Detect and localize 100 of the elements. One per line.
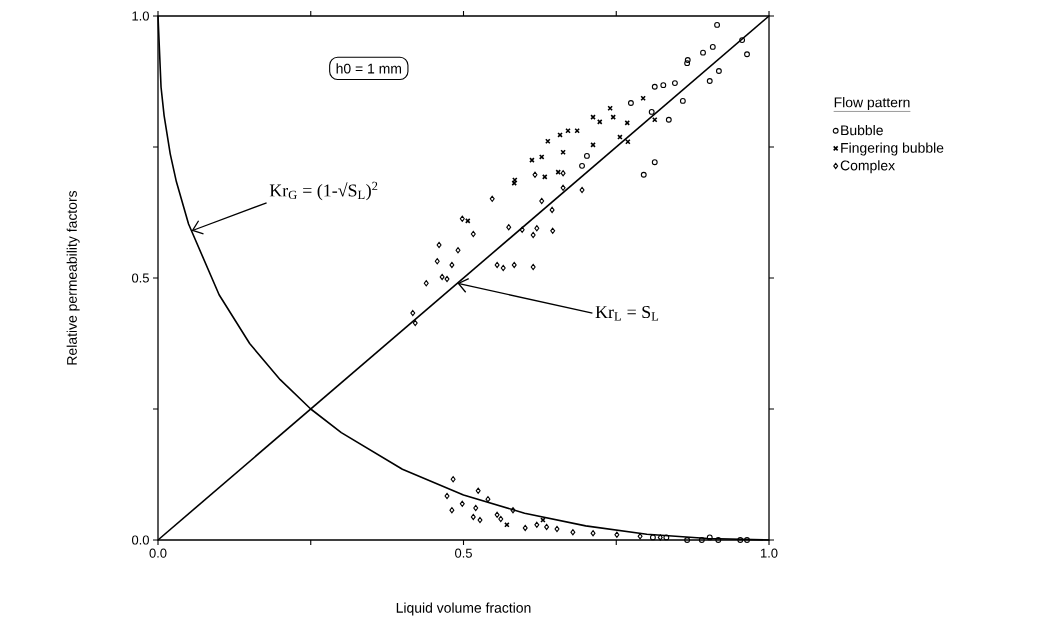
point [651,159,658,166]
point [473,504,479,512]
point [739,37,746,44]
point [579,186,585,194]
y-tick-label: 0.5 [131,273,149,283]
legend-label: Complex [840,160,895,174]
point [444,492,450,500]
point [610,114,616,120]
point [657,534,663,541]
point [698,537,705,543]
point [465,218,471,224]
point [744,537,750,543]
point [459,500,465,507]
point [640,171,647,178]
point [511,261,517,269]
point [671,80,678,87]
point [665,116,672,123]
point [550,227,556,234]
point [522,524,528,532]
point [590,114,596,120]
x-axis-title: Liquid volume fraction [396,602,531,616]
point [709,43,716,50]
point [434,258,440,265]
point [412,319,418,327]
point [489,195,495,203]
point [715,537,722,543]
point [555,169,561,175]
point [410,309,416,317]
point [485,495,491,503]
point [450,476,456,483]
point [560,184,566,192]
y-tick-label: 0.0 [131,535,149,545]
point [684,57,691,63]
point [684,537,691,543]
point [679,97,686,104]
point [570,529,576,536]
point [439,273,445,281]
point [684,60,691,67]
point [500,264,506,272]
y-axis-title: Relative permeability factors [66,190,80,365]
point [706,534,713,541]
point [475,487,481,494]
point [494,511,500,518]
point [627,100,634,106]
point [625,138,631,145]
point [449,506,455,514]
point [714,21,721,28]
point [590,142,596,148]
point [423,280,429,287]
point [744,51,750,58]
point [498,515,504,523]
annotation: Kr$_{G}$ = (1-√S$_{L}$)$^{2}$ [269,181,378,201]
point [607,105,613,111]
point [494,261,500,269]
point [444,275,450,283]
point [506,224,512,231]
point [560,170,566,177]
point [574,127,580,134]
point [583,152,590,159]
legend-label: Bubble [841,124,883,136]
y-tick-label: 1.0 [132,11,149,21]
point [470,513,476,521]
point [715,68,722,74]
point [554,525,560,533]
point [596,119,603,125]
x-tick-label: 0.5 [455,548,472,558]
point [651,83,658,90]
point [614,531,620,538]
point [449,261,455,269]
point [539,197,545,205]
point [530,231,536,239]
point [534,225,540,232]
point [532,171,538,178]
point [470,230,476,238]
point [504,522,510,528]
point [534,521,540,528]
point [455,247,461,254]
point [459,215,465,222]
legend-title: Flow pattern [834,97,910,111]
point [436,241,442,249]
point [549,206,555,214]
point [510,506,516,514]
point [542,174,548,180]
point [519,226,525,233]
x-tick-label: 0.0 [149,548,167,558]
point [590,530,596,537]
point [617,134,623,140]
point [477,516,483,524]
point [579,162,585,169]
point [706,78,713,84]
point [648,108,655,115]
point [649,534,656,541]
legend-label: Fingering bubble [841,142,944,156]
point [700,49,706,56]
point [640,95,646,102]
point [637,533,643,540]
point [530,263,536,271]
x-tick-label: 1.0 [760,548,778,558]
point [660,82,667,89]
point [663,534,670,541]
